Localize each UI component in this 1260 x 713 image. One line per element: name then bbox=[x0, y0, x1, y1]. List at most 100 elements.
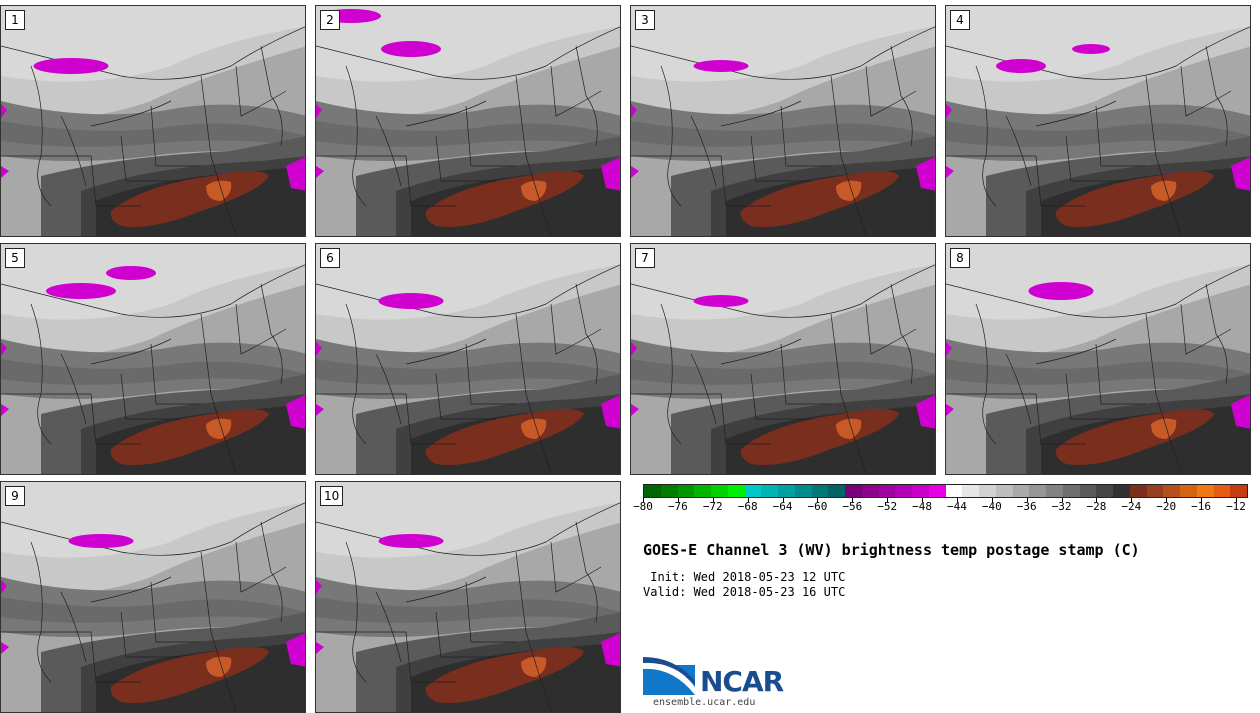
colorbar-segment bbox=[1163, 485, 1180, 497]
colorbar-tick-label: −72 bbox=[702, 500, 723, 513]
colorbar bbox=[643, 484, 1248, 498]
colorbar-segment bbox=[845, 485, 862, 497]
wv-brightness-map bbox=[316, 482, 620, 712]
colorbar-segment bbox=[1029, 485, 1046, 497]
colorbar-tick-label: −68 bbox=[737, 500, 758, 513]
wv-brightness-map bbox=[1, 482, 305, 712]
colorbar-segment bbox=[1129, 485, 1147, 497]
valid-time: Valid: Wed 2018-05-23 16 UTC bbox=[643, 585, 846, 599]
panel-number: 9 bbox=[5, 486, 25, 506]
colorbar-segment bbox=[1012, 485, 1030, 497]
map-panel-10: 10 bbox=[315, 481, 621, 713]
colorbar-tick-label: −12 bbox=[1226, 500, 1246, 513]
colorbar-segment bbox=[861, 485, 879, 497]
map-panel-7: 7 bbox=[630, 243, 936, 475]
colorbar-tick-label: −20 bbox=[1156, 500, 1177, 513]
init-time: Init: Wed 2018-05-23 12 UTC bbox=[643, 570, 846, 584]
colorbar-segment bbox=[895, 485, 912, 497]
panel-number: 7 bbox=[635, 248, 655, 268]
colorbar-tick-label: −76 bbox=[667, 500, 688, 513]
map-panel-2: 2 bbox=[315, 5, 621, 237]
colorbar-segment bbox=[761, 485, 778, 497]
colorbar-segment bbox=[1146, 485, 1164, 497]
colorbar-segment bbox=[1096, 485, 1113, 497]
colorbar-segment bbox=[928, 485, 946, 497]
panel-number: 8 bbox=[950, 248, 970, 268]
colorbar-segment bbox=[828, 485, 845, 497]
colorbar-tick-mark bbox=[887, 498, 889, 502]
colorbar-tick-mark bbox=[922, 498, 924, 502]
wv-brightness-map bbox=[946, 6, 1250, 236]
panel-number: 6 bbox=[320, 248, 340, 268]
colorbar-segment bbox=[962, 485, 979, 497]
wv-brightness-map bbox=[631, 244, 935, 474]
colorbar-tick-mark bbox=[1131, 498, 1133, 502]
colorbar-tick-mark bbox=[677, 498, 679, 502]
colorbar-segment bbox=[1180, 485, 1197, 497]
wv-brightness-map bbox=[1, 6, 305, 236]
colorbar-tick-label: −36 bbox=[1016, 500, 1037, 513]
colorbar-segment bbox=[1230, 485, 1247, 497]
colorbar-tick-mark bbox=[1026, 498, 1028, 502]
figure-title: GOES-E Channel 3 (WV) brightness temp po… bbox=[643, 541, 1140, 559]
panel-number: 5 bbox=[5, 248, 25, 268]
wv-brightness-map bbox=[316, 6, 620, 236]
panel-number: 1 bbox=[5, 10, 25, 30]
colorbar-tick-mark bbox=[747, 498, 749, 502]
colorbar-segment bbox=[979, 485, 996, 497]
colorbar-tick-mark bbox=[852, 498, 854, 502]
colorbar-tick-label: −64 bbox=[772, 500, 793, 513]
colorbar-tick-label: −52 bbox=[877, 500, 898, 513]
colorbar-tick-label: −16 bbox=[1191, 500, 1212, 513]
colorbar-segment bbox=[912, 485, 929, 497]
colorbar-segment bbox=[744, 485, 762, 497]
colorbar-segment bbox=[1062, 485, 1080, 497]
map-panel-1: 1 bbox=[0, 5, 306, 237]
colorbar-segment bbox=[811, 485, 829, 497]
colorbar-segment bbox=[794, 485, 812, 497]
wv-brightness-map bbox=[316, 244, 620, 474]
colorbar-segment bbox=[878, 485, 896, 497]
wv-brightness-map bbox=[946, 244, 1250, 474]
colorbar-segment bbox=[1046, 485, 1063, 497]
colorbar-segment bbox=[677, 485, 695, 497]
colorbar-segment bbox=[778, 485, 795, 497]
colorbar-tick-mark bbox=[991, 498, 993, 502]
colorbar-segment bbox=[995, 485, 1013, 497]
panel-number: 10 bbox=[320, 486, 344, 506]
colorbar-tick-label: −60 bbox=[807, 500, 828, 513]
colorbar-tick-mark bbox=[643, 498, 644, 502]
colorbar-segment bbox=[1213, 485, 1231, 497]
colorbar-segment bbox=[660, 485, 678, 497]
colorbar-segment bbox=[694, 485, 711, 497]
colorbar-tick-mark bbox=[817, 498, 819, 502]
colorbar-tick-label: −56 bbox=[842, 500, 863, 513]
wv-brightness-map bbox=[631, 6, 935, 236]
colorbar-tick-label: −28 bbox=[1086, 500, 1107, 513]
colorbar-tick-mark bbox=[1061, 498, 1063, 502]
colorbar-tick-mark bbox=[712, 498, 714, 502]
colorbar-segment bbox=[1196, 485, 1214, 497]
colorbar-segment bbox=[1079, 485, 1097, 497]
map-panel-6: 6 bbox=[315, 243, 621, 475]
colorbar-tick-mark bbox=[956, 498, 958, 502]
panel-number: 3 bbox=[635, 10, 655, 30]
colorbar-segment bbox=[727, 485, 745, 497]
ncar-logo-icon bbox=[643, 657, 695, 695]
map-panel-9: 9 bbox=[0, 481, 306, 713]
site-url: ensemble.ucar.edu bbox=[653, 697, 756, 708]
wv-brightness-map bbox=[1, 244, 305, 474]
colorbar-tick-mark bbox=[1166, 498, 1168, 502]
colorbar-segment bbox=[644, 485, 661, 497]
colorbar-tick-label: −48 bbox=[912, 500, 932, 513]
panel-number: 2 bbox=[320, 10, 340, 30]
colorbar-segment bbox=[1113, 485, 1130, 497]
colorbar-tick-label: −44 bbox=[947, 500, 967, 513]
colorbar-segment bbox=[945, 485, 963, 497]
map-panel-3: 3 bbox=[630, 5, 936, 237]
colorbar-ticks: −80 −76 −72 −68 −64 −60 −56 −52 −48 −44 −40 −36 −32 −… bbox=[633, 498, 1248, 520]
colorbar-tick-mark bbox=[1096, 498, 1098, 502]
colorbar-tick-label: −40 bbox=[981, 500, 1002, 513]
colorbar-segment bbox=[711, 485, 728, 497]
map-panel-5: 5 bbox=[0, 243, 306, 475]
